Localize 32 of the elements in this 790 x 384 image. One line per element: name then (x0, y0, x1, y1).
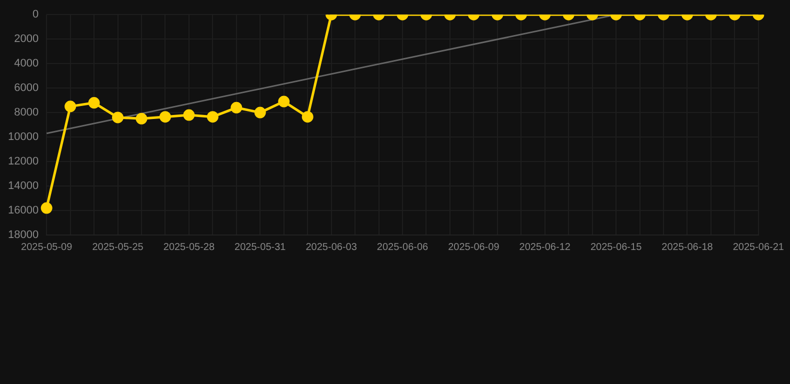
y-tick-label: 2000 (14, 33, 39, 46)
point (206, 111, 218, 123)
x-tick-label: 2025-06-09 (448, 242, 500, 253)
x-tick-label: 2025-06-03 (306, 242, 358, 253)
x-tick-label: 2025-06-12 (519, 242, 571, 253)
point (88, 97, 100, 109)
y-tick-label: 10000 (8, 131, 39, 144)
y-tick-label: 6000 (14, 82, 39, 94)
point (278, 96, 290, 108)
x-tick-label: 2025-06-06 (376, 242, 429, 253)
y-tick-label: 4000 (14, 58, 39, 70)
point (254, 106, 266, 118)
y-tick-label: 16000 (8, 204, 39, 217)
point (64, 100, 76, 112)
x-tick-label: 2025-06-21 (732, 242, 784, 253)
y-tick-label: 12000 (8, 156, 39, 168)
point (112, 112, 124, 124)
y-tick-label: 8000 (14, 106, 39, 119)
point (183, 109, 195, 121)
x-tick-label: 2025-05-25 (92, 242, 144, 253)
point (230, 102, 242, 114)
point (159, 111, 171, 123)
x-tick-label: 2025-05-31 (234, 242, 286, 253)
x-tick-label: 2025-05-28 (163, 242, 215, 253)
point (302, 111, 314, 123)
y-tick-label: 18000 (8, 229, 39, 242)
point (136, 112, 148, 124)
y-tick-label: 14000 (8, 180, 39, 192)
x-tick-label: 2025-06-18 (662, 242, 714, 253)
x-tick-label: 2025-06-15 (590, 242, 642, 253)
x-tick-label: 2025-05-09 (21, 242, 73, 253)
y-tick-label: 0 (32, 8, 39, 21)
